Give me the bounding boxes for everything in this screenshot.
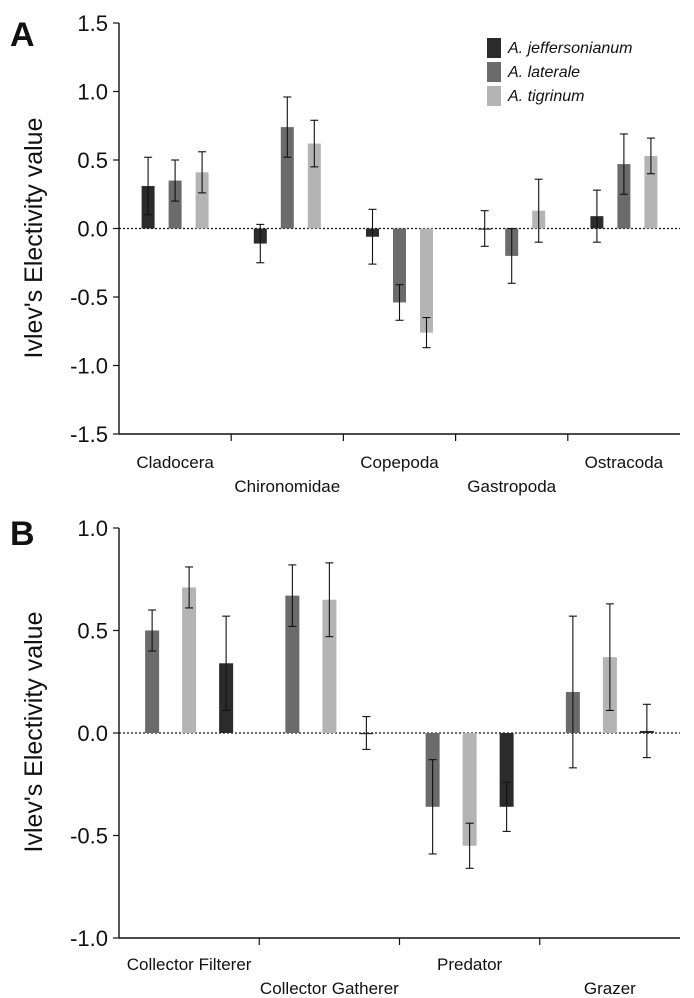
panel-a-category-label: Chironomidae [234, 477, 340, 496]
panel-b-bar [322, 599, 337, 733]
panel-a-y-tick-label: -1.5 [70, 422, 108, 447]
panel-b-bar [462, 733, 477, 846]
panel-a-y-tick-label: -1.0 [70, 354, 108, 379]
panel-a-bar [307, 143, 321, 229]
panel-a-category-label: Gastropoda [467, 477, 556, 496]
panel-b-bar [145, 630, 160, 733]
panel-b-y-tick-label: 0.5 [77, 619, 108, 644]
panel-a-y-tick-label: 1.0 [77, 80, 108, 105]
panel-a-category-label: Copepoda [360, 453, 439, 472]
panel-b-category-label: Grazer [584, 979, 636, 998]
panel-a-letter: A [10, 16, 35, 54]
panel-b-y-tick-label: 1.0 [77, 516, 108, 541]
panel-a-y-axis-label: Ivlev's Electivity value [20, 118, 48, 359]
legend-swatch [487, 62, 501, 82]
panel-a-category-label: Cladocera [136, 453, 214, 472]
panel-b-chart: B Ivlev's Electivity value 1.0 0.5 0.0 -0.5… [10, 515, 680, 998]
panel-b-bar [285, 595, 300, 733]
panel-b-category-label: Collector Filterer [127, 955, 252, 974]
panel-b-category-label: Collector Gatherer [260, 979, 399, 998]
panel-a-bar [280, 127, 294, 229]
legend-swatch [487, 38, 501, 58]
panel-a-y-tick-label: 0.0 [77, 217, 108, 242]
panel-b-y-tick-label: -1.0 [70, 926, 108, 951]
panel-b-letter: B [10, 515, 35, 553]
panel-a-chart: A Ivlev's Electivity value 1.5 1.0 0.5 0.0 -… [10, 11, 680, 496]
panel-b-y-tick-label: -0.5 [70, 824, 108, 849]
panel-b-y-axis-label: Ivlev's Electivity value [20, 612, 48, 853]
legend-label: A. laterale [507, 64, 580, 81]
panel-b-bar [182, 587, 197, 733]
legend-label: A. jeffersonianum [507, 40, 633, 57]
panel-a-y-tick-label: -0.5 [70, 285, 108, 310]
panel-a-category-label: Ostracoda [585, 453, 664, 472]
panel-a-bar [168, 180, 182, 229]
panel-a-bar [393, 228, 406, 303]
panel-a-bar [420, 228, 433, 333]
legend-swatch [487, 86, 501, 106]
panel-b-bar [499, 733, 514, 807]
panel-a-bar [617, 164, 631, 229]
panel-a-y-tick-label: 0.5 [77, 148, 108, 173]
panel-a-bar [195, 172, 209, 229]
panel-b-y-tick-label: 0.0 [77, 721, 108, 746]
panel-b-category-label: Predator [437, 955, 503, 974]
legend-label: A. tigrinum [507, 88, 584, 105]
panel-a-y-tick-label: 1.5 [77, 11, 108, 36]
